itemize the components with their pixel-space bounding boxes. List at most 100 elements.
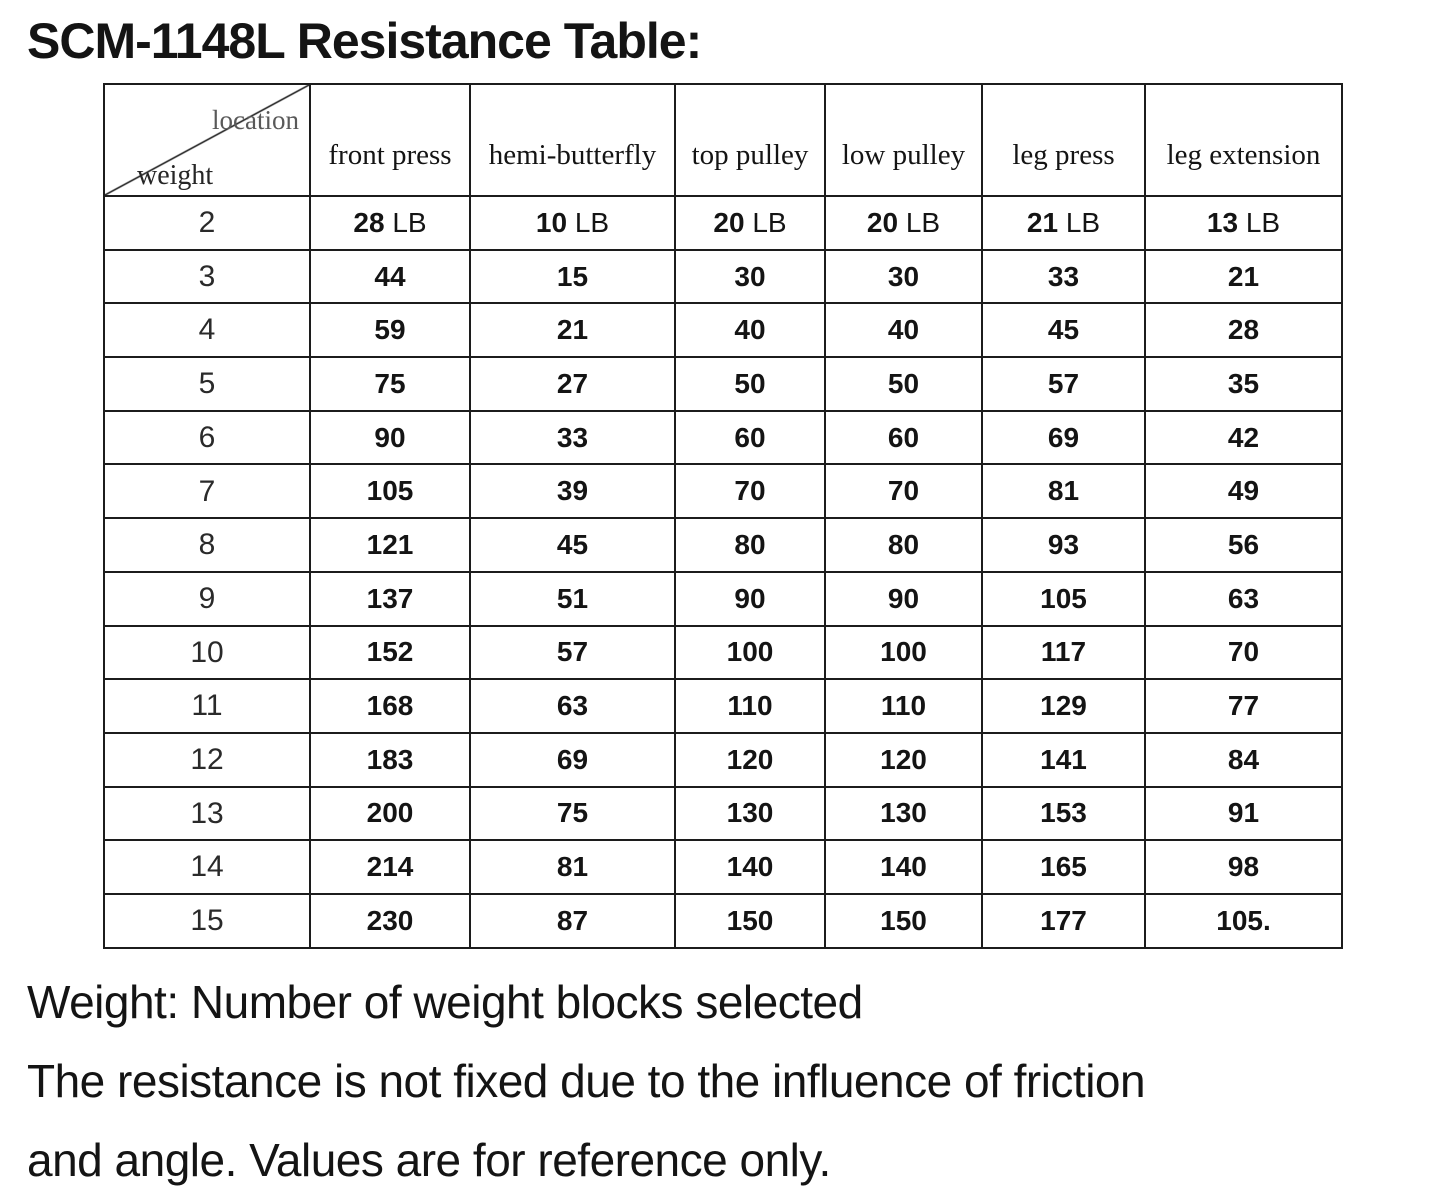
corner-cell: location weight bbox=[103, 83, 311, 197]
resistance-value: 33 bbox=[1047, 260, 1080, 292]
resistance-value: 75 bbox=[556, 797, 589, 829]
value-cell: 40 bbox=[674, 302, 826, 359]
resistance-value: 50 bbox=[734, 367, 766, 399]
value-cell: 152 bbox=[309, 624, 471, 681]
value-cell: 214 bbox=[309, 839, 471, 895]
value-cell: 75 bbox=[469, 785, 676, 842]
value-cell: 153 bbox=[981, 785, 1146, 842]
resistance-value: 105 bbox=[366, 475, 414, 507]
table-row: 2 28 LB 10 LB 20 LB 20 LB 21 LB 13 LB bbox=[103, 195, 1343, 251]
value-cell: 130 bbox=[674, 785, 826, 842]
value-cell: 70 bbox=[824, 463, 983, 520]
page-title: SCM-1148L Resistance Table: bbox=[27, 13, 702, 69]
resistance-value: 57 bbox=[556, 636, 589, 668]
column-header-leg-extension: leg extension bbox=[1144, 83, 1343, 197]
weight-cell: 8 bbox=[103, 517, 311, 573]
value-cell: 183 bbox=[309, 731, 471, 788]
resistance-value: 63 bbox=[556, 690, 589, 722]
value-cell: 105. bbox=[1144, 892, 1343, 949]
value-cell: 120 bbox=[674, 731, 826, 788]
resistance-value: 33 bbox=[556, 421, 589, 453]
value-cell: 59 bbox=[309, 302, 471, 359]
value-cell: 10 LB bbox=[469, 195, 676, 251]
resistance-value: 27 bbox=[556, 367, 589, 399]
table-row: 12 183 69 120 120 141 84 bbox=[103, 731, 1343, 788]
value-cell: 80 bbox=[824, 517, 983, 573]
value-cell: 141 bbox=[981, 731, 1146, 788]
resistance-value: 80 bbox=[734, 528, 766, 560]
value-cell: 44 bbox=[309, 248, 471, 305]
weight-cell: 14 bbox=[103, 839, 311, 895]
column-header-low-pulley: low pulley bbox=[824, 83, 983, 197]
value-cell: 50 bbox=[674, 356, 826, 412]
value-cell: 90 bbox=[824, 570, 983, 627]
resistance-value: 117 bbox=[1040, 636, 1087, 668]
resistance-value: 100 bbox=[880, 636, 927, 668]
value-cell: 21 LB bbox=[981, 195, 1146, 251]
value-cell: 90 bbox=[309, 409, 471, 466]
resistance-value: 90 bbox=[734, 582, 766, 614]
resistance-value: 130 bbox=[880, 797, 927, 829]
value-cell: 30 bbox=[674, 248, 826, 305]
weight-cell: 2 bbox=[103, 195, 311, 251]
value-cell: 150 bbox=[824, 892, 983, 949]
resistance-value: 150 bbox=[726, 904, 774, 936]
table-row: 9 137 51 90 90 105 63 bbox=[103, 570, 1343, 627]
resistance-value: 35 bbox=[1227, 367, 1260, 399]
value-cell: 56 bbox=[1144, 517, 1343, 573]
resistance-value: 21 bbox=[556, 314, 589, 346]
value-cell: 77 bbox=[1144, 678, 1343, 734]
weight-cell: 15 bbox=[103, 892, 311, 949]
table-row: 15 230 87 150 150 177 105. bbox=[103, 892, 1343, 949]
resistance-value: 84 bbox=[1227, 743, 1260, 775]
value-cell: 81 bbox=[469, 839, 676, 895]
resistance-value: 129 bbox=[1040, 690, 1087, 722]
value-cell: 98 bbox=[1144, 839, 1343, 895]
unit-label: LB bbox=[392, 206, 427, 238]
resistance-value: 15 bbox=[556, 260, 589, 292]
column-header-leg-press: leg press bbox=[981, 83, 1146, 197]
resistance-value: 69 bbox=[556, 743, 589, 775]
value-cell: 137 bbox=[309, 570, 471, 627]
table-row: 10 152 57 100 100 117 70 bbox=[103, 624, 1343, 681]
resistance-value: 40 bbox=[734, 314, 766, 346]
value-cell: 90 bbox=[674, 570, 826, 627]
resistance-value: 81 bbox=[556, 851, 589, 883]
resistance-value: 93 bbox=[1047, 528, 1080, 560]
resistance-value: 91 bbox=[1227, 797, 1260, 829]
resistance-value: 140 bbox=[726, 851, 774, 883]
resistance-value: 20 bbox=[866, 206, 899, 238]
resistance-value: 100 bbox=[726, 636, 774, 668]
unit-label: LB bbox=[905, 206, 941, 238]
weight-cell: 11 bbox=[103, 678, 311, 734]
resistance-value: 44 bbox=[374, 260, 406, 292]
footer-notes: Weight: Number of weight blocks selected… bbox=[27, 963, 1445, 1198]
resistance-value: 214 bbox=[366, 851, 414, 883]
value-cell: 51 bbox=[469, 570, 676, 627]
corner-label-weight: weight bbox=[137, 160, 214, 191]
value-cell: 28 bbox=[1144, 302, 1343, 359]
table-row: 11 168 63 110 110 129 77 bbox=[103, 678, 1343, 734]
table-row: 5 75 27 50 50 57 35 bbox=[103, 356, 1343, 412]
resistance-value: 10 bbox=[535, 206, 568, 238]
value-cell: 177 bbox=[981, 892, 1146, 949]
column-header-front-press: front press bbox=[309, 83, 471, 197]
value-cell: 28 LB bbox=[309, 195, 471, 251]
value-cell: 81 bbox=[981, 463, 1146, 520]
value-cell: 20 LB bbox=[824, 195, 983, 251]
value-cell: 121 bbox=[309, 517, 471, 573]
resistance-value: 168 bbox=[366, 690, 414, 722]
value-cell: 87 bbox=[469, 892, 676, 949]
resistance-value: 137 bbox=[366, 582, 414, 614]
value-cell: 50 bbox=[824, 356, 983, 412]
value-cell: 21 bbox=[1144, 248, 1343, 305]
resistance-value: 60 bbox=[734, 421, 766, 453]
resistance-value: 90 bbox=[887, 582, 920, 614]
table-row: 14 214 81 140 140 165 98 bbox=[103, 839, 1343, 895]
resistance-value: 105. bbox=[1216, 904, 1271, 936]
resistance-value: 110 bbox=[880, 690, 927, 722]
resistance-value: 98 bbox=[1227, 851, 1260, 883]
resistance-value: 77 bbox=[1227, 690, 1260, 722]
value-cell: 39 bbox=[469, 463, 676, 520]
column-header-top-pulley: top pulley bbox=[674, 83, 826, 197]
